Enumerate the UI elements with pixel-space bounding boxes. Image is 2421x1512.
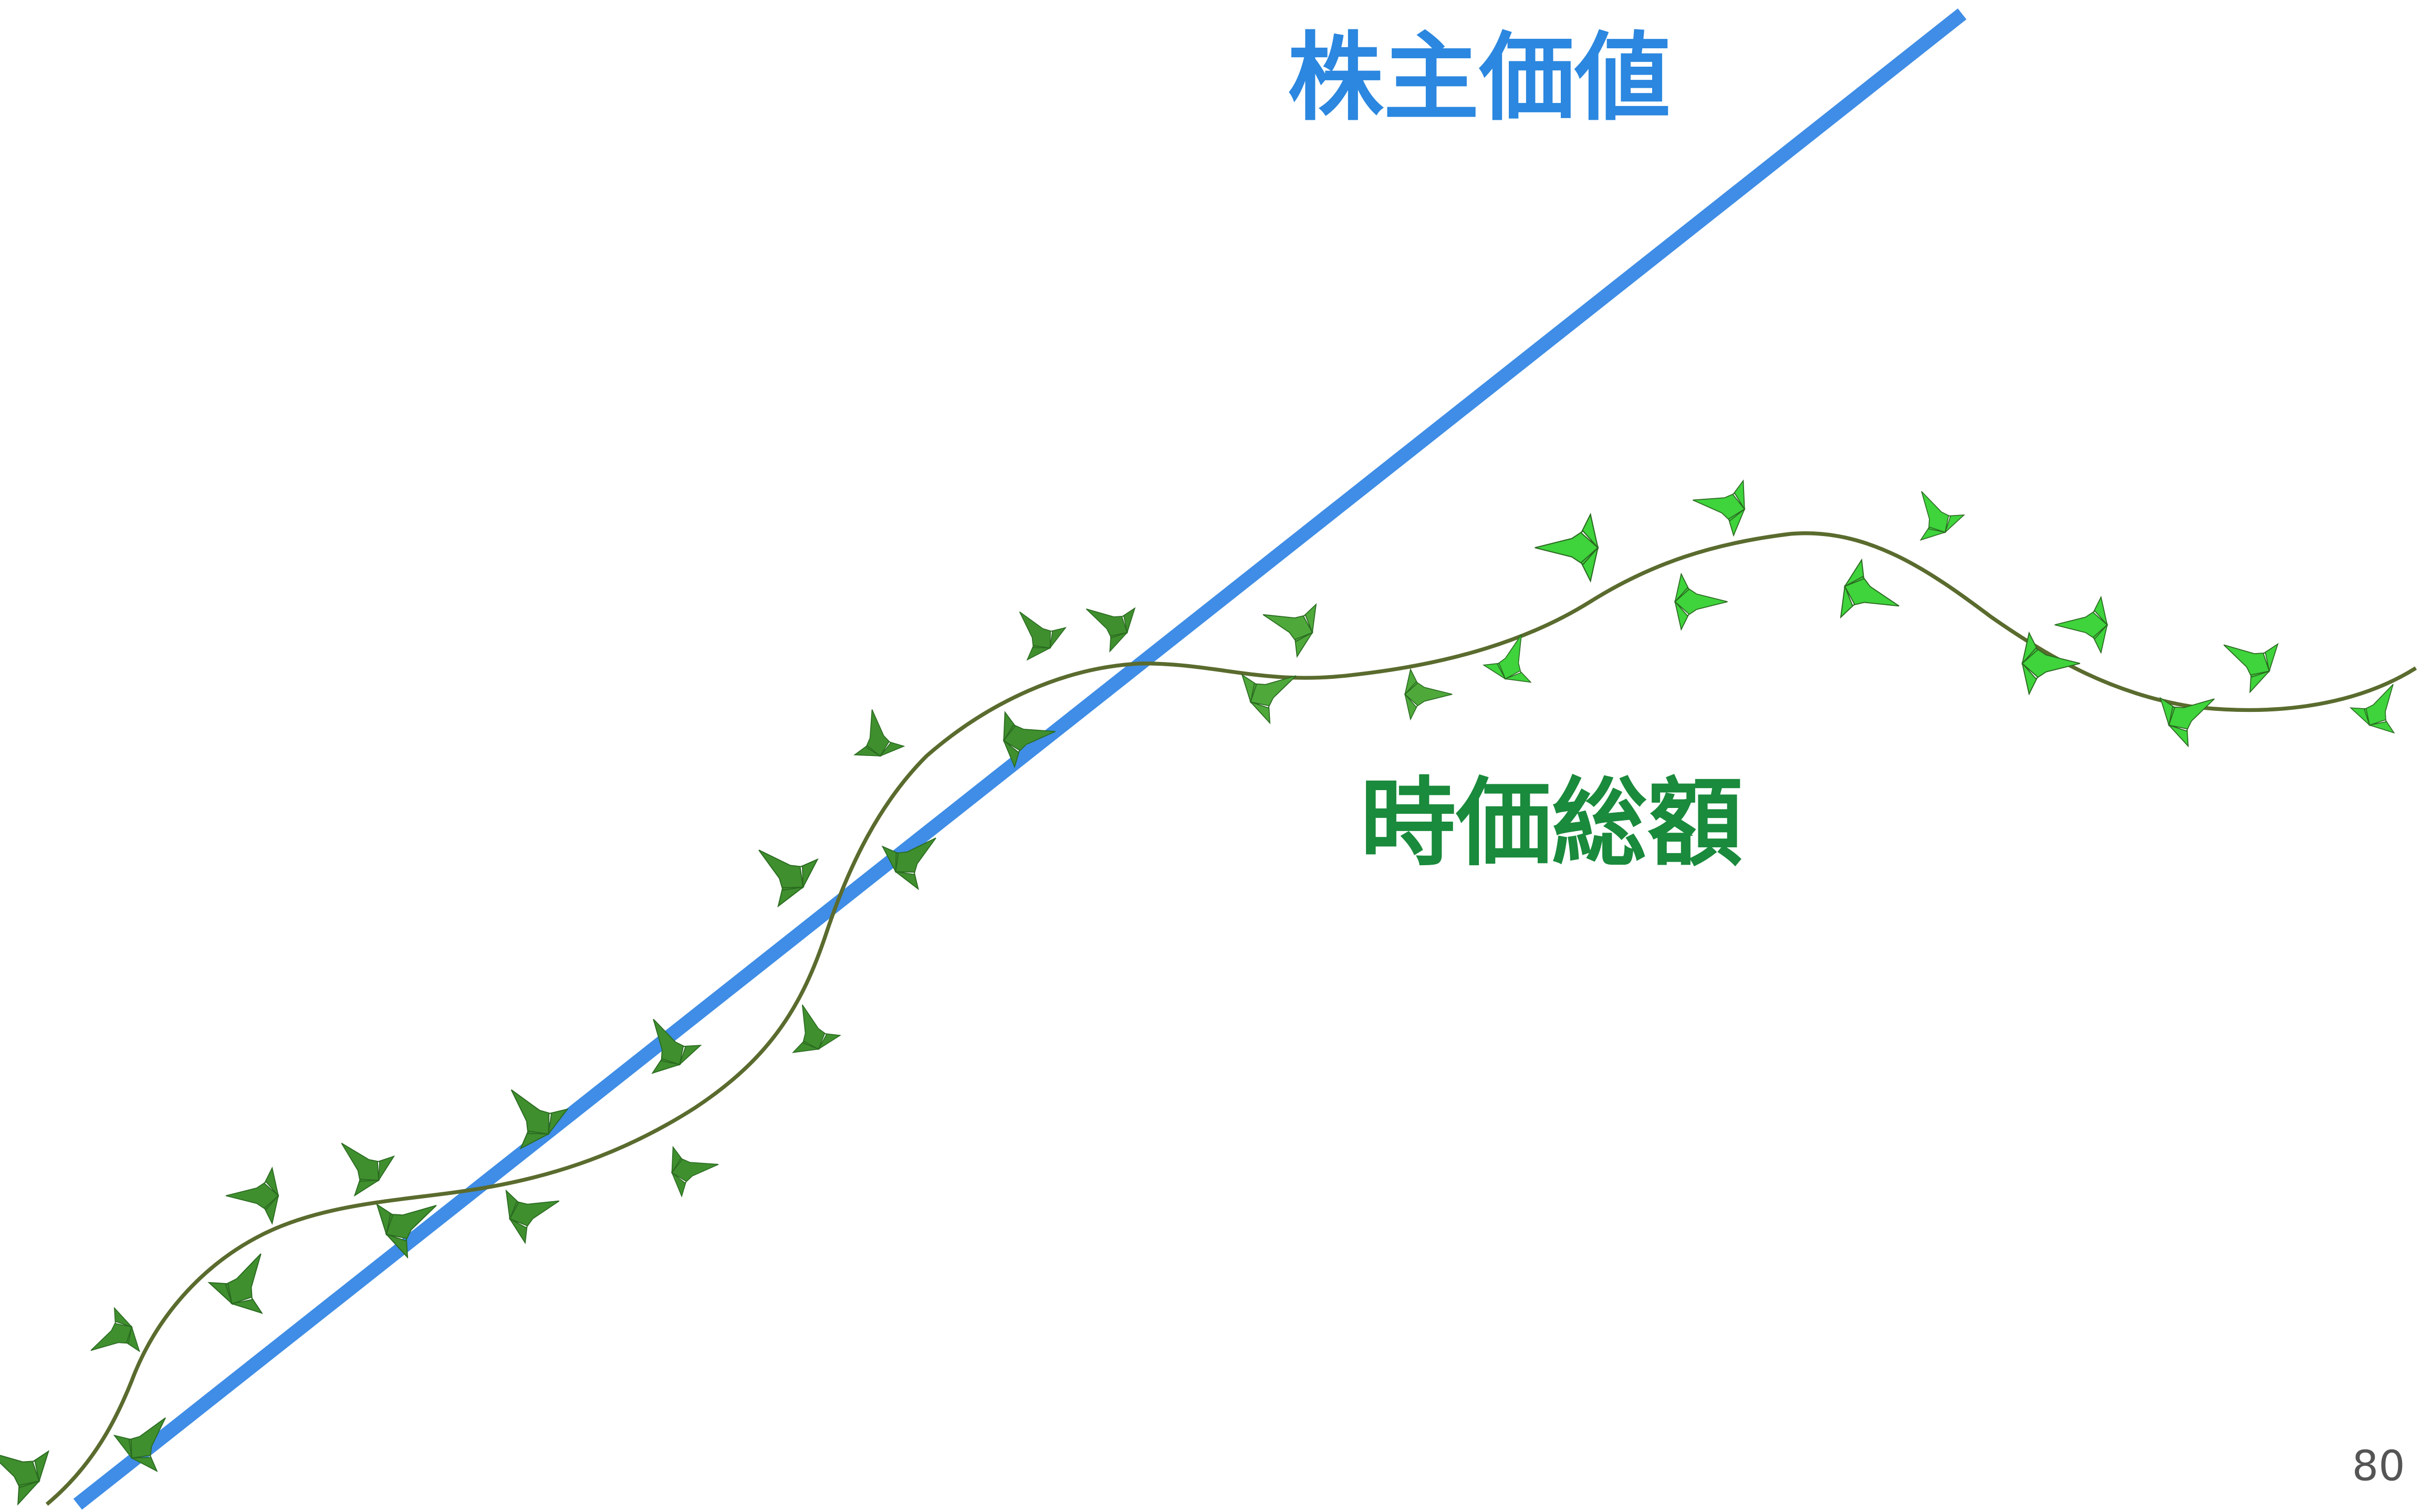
ivy-leaf xyxy=(225,1167,279,1225)
ivy-leaf xyxy=(90,1307,140,1352)
ivy-leaf xyxy=(1404,668,1453,721)
ivy-leaf xyxy=(1919,491,1965,541)
ivy-leaf xyxy=(1693,479,1746,537)
ivy-leaf xyxy=(1241,674,1297,724)
ivy-leaf xyxy=(2159,697,2215,748)
vine-label: 時価総額 xyxy=(1360,768,1743,879)
ivy-leaf xyxy=(1840,558,1900,619)
ivy-leaf xyxy=(758,849,819,908)
shareholder-value-line xyxy=(73,8,1967,1510)
ivy-leaf xyxy=(2223,643,2279,694)
ivy-leaf xyxy=(881,837,936,890)
ivy-leaf xyxy=(792,1004,841,1053)
ivy-leaf xyxy=(2021,631,2080,696)
ivy-leaf xyxy=(1535,512,1599,583)
ivy-leaf xyxy=(113,1417,166,1473)
vine-stem xyxy=(45,531,2417,1506)
ivy-leaf xyxy=(341,1142,395,1197)
ivy-leaf xyxy=(1003,710,1056,769)
ivy-leaf xyxy=(505,1189,560,1244)
page-number: 80 xyxy=(2352,1442,2405,1490)
ivy-leaf xyxy=(1482,634,1532,683)
ivy-leaf xyxy=(853,709,905,757)
ivy-leaf xyxy=(1262,603,1317,658)
ivy-leaf xyxy=(671,1146,719,1198)
slide-title: 株主価値 xyxy=(1288,22,1671,133)
ivy-leaf xyxy=(1674,572,1728,631)
ivy-leaf xyxy=(651,1018,702,1074)
ivy-leaf xyxy=(2054,595,2108,654)
ivy-leaf xyxy=(510,1089,569,1150)
ivy-leaf xyxy=(0,1450,50,1506)
ivy-leaf xyxy=(1086,607,1136,653)
ivy-vine xyxy=(0,479,2417,1506)
ivy-leaf xyxy=(207,1253,263,1314)
ivy-leaf xyxy=(1019,611,1067,661)
ivy-leaf xyxy=(2349,684,2395,734)
ivy-leaf xyxy=(376,1203,437,1259)
